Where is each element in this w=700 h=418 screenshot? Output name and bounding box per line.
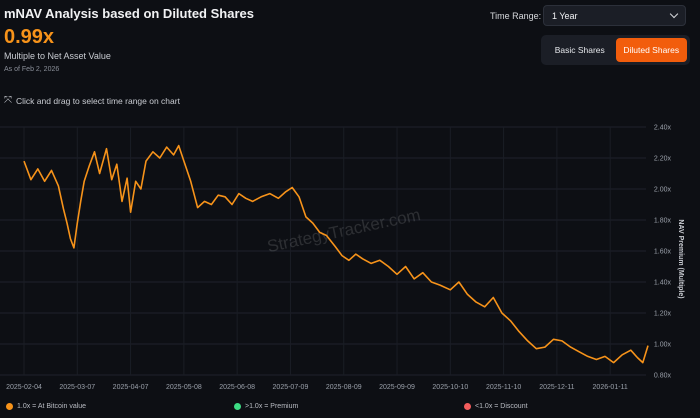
basic-shares-button[interactable]: Basic Shares — [554, 45, 605, 55]
x-tick-label: 2026-01-11 — [593, 384, 628, 391]
x-tick-label: 2025-02-04 — [6, 384, 42, 391]
y-tick-label: 2.40x — [654, 125, 672, 132]
x-tick-label: 2025-06-08 — [219, 384, 255, 391]
mnav-series-line — [23, 144, 649, 364]
x-tick-label: 2025-07-09 — [273, 384, 309, 391]
x-tick-label: 2025-10-10 — [432, 384, 468, 391]
legend-item-premium: >1.0x = Premium — [234, 403, 298, 410]
legend-dot-green — [234, 403, 241, 410]
y-tick-label: 1.40x — [654, 280, 672, 287]
legend-dot-red — [464, 403, 471, 410]
legend-item-at-value: 1.0x = At Bitcoin value — [6, 403, 86, 410]
as-of-date: As of Feb 2, 2026 — [4, 66, 60, 73]
y-tick-label: 1.00x — [654, 342, 672, 349]
y-tick-label: 2.20x — [654, 156, 672, 163]
mnav-chart[interactable]: StrategyTracker.com 2.40x2.20x2.00x1.80x… — [0, 118, 700, 400]
x-tick-label: 2025-03-07 — [59, 384, 95, 391]
x-tick-label: 2025-09-09 — [379, 384, 415, 391]
legend-dot-orange — [6, 403, 13, 410]
legend-label: 1.0x = At Bitcoin value — [17, 403, 87, 410]
x-tick-label: 2025-11-10 — [486, 384, 521, 391]
drag-select-icon: ⤧ — [4, 95, 12, 106]
drag-hint: ⤧ Click and drag to select time range on… — [4, 95, 180, 106]
y-axis: 2.40x 2.20x 2.00x 1.80x 1.60x 1.40x 1.20x 1.00x… — [654, 125, 672, 380]
chart-grid — [0, 126, 646, 376]
mnav-value: 0.99x — [4, 26, 55, 48]
y-tick-label: 2.00x — [654, 187, 672, 194]
legend-label: <1.0x = Discount — [475, 403, 528, 410]
x-tick-label: 2025-08-09 — [326, 384, 362, 391]
share-type-toggle: Basic Shares Diluted Shares — [541, 35, 690, 65]
y-tick-label: 1.80x — [654, 218, 672, 225]
diluted-shares-button[interactable]: Diluted Shares — [615, 38, 687, 62]
y-tick-label: 1.20x — [654, 311, 672, 318]
time-range-label: Time Range: — [490, 11, 542, 21]
y-axis-label: NAV Premium (Multiple) — [677, 219, 684, 298]
legend-item-discount: <1.0x = Discount — [464, 403, 528, 410]
time-range-value: 1 Year — [552, 10, 578, 21]
time-range-select[interactable]: 1 Year — [543, 5, 686, 26]
x-tick-label: 2025-05-08 — [166, 384, 202, 391]
page-title: mNAV Analysis based on Diluted Shares — [4, 6, 254, 21]
legend-label: >1.0x = Premium — [245, 403, 299, 410]
x-tick-label: 2025-04-07 — [113, 384, 149, 391]
chevron-down-icon — [669, 9, 679, 19]
y-tick-label: 0.80x — [654, 373, 672, 380]
mnav-subtitle: Multiple to Net Asset Value — [4, 51, 111, 61]
y-tick-label: 1.60x — [654, 249, 672, 256]
drag-hint-text: Click and drag to select time range on c… — [16, 95, 180, 106]
x-tick-label: 2025-12-11 — [539, 384, 574, 391]
x-axis: 2025-02-04 2025-03-07 2025-04-07 2025-05-08… — [6, 384, 628, 391]
